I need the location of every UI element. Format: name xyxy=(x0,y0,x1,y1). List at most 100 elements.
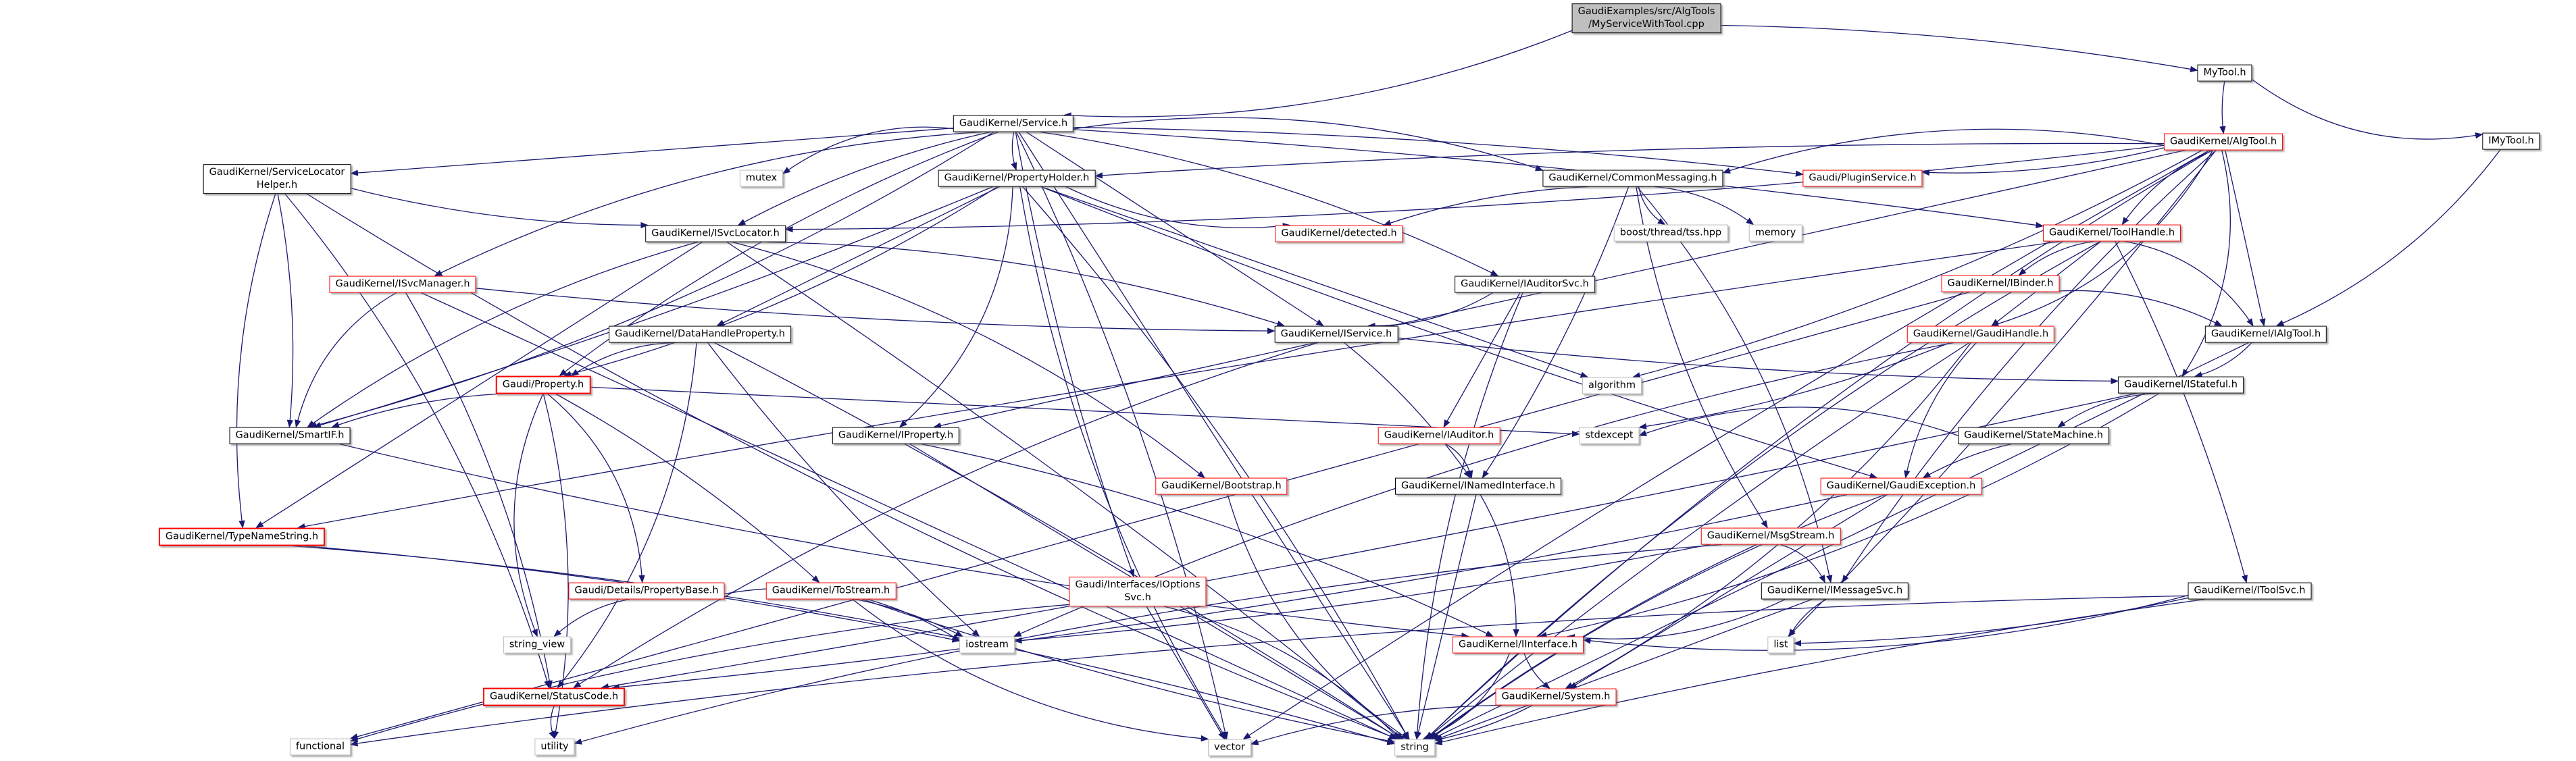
graph-node-ibinder[interactable]: GaudiKernel/IBinder.h xyxy=(1941,275,2060,292)
graph-node-tostream[interactable]: GaudiKernel/ToStream.h xyxy=(765,582,896,600)
include-edge-iauditorsvc-to-string xyxy=(1414,292,1523,740)
include-edge-service_h-to-isvcmanager xyxy=(434,131,982,277)
graph-node-iostream[interactable]: iostream xyxy=(959,636,1015,654)
include-edge-isvcmanager-to-string xyxy=(421,292,1397,740)
graph-node-cpp[interactable]: GaudiExamples/src/AlgTools /MyServiceWit… xyxy=(1571,3,1721,33)
include-edge-gaudi_property-to-string_view xyxy=(513,394,544,637)
include-edge-inamedinterface-to-string xyxy=(1415,494,1477,740)
include-edge-commonmessaging-to-detected xyxy=(1383,186,1588,226)
graph-node-functional[interactable]: functional xyxy=(289,738,351,756)
include-edge-isvclocator-to-typenamestring xyxy=(255,241,703,529)
graph-node-algorithm[interactable]: algorithm xyxy=(1582,377,1642,394)
include-edge-gaudiexception-to-string xyxy=(1430,494,1886,740)
include-edge-tostream-to-iostream xyxy=(855,598,963,637)
include-edge-service_h-to-mutex xyxy=(782,126,975,174)
include-edge-propertyholder-to-string xyxy=(1022,186,1409,740)
include-edge-ibinder-to-ialgtool xyxy=(2044,290,2223,327)
graph-node-isvclocator[interactable]: GaudiKernel/ISvcLocator.h xyxy=(645,225,786,242)
include-edge-toolhandle-to-string xyxy=(1425,240,2101,740)
graph-node-iauditor[interactable]: GaudiKernel/IAuditor.h xyxy=(1378,427,1500,444)
graph-node-istateful[interactable]: GaudiKernel/IStateful.h xyxy=(2118,376,2244,394)
graph-node-memory[interactable]: memory xyxy=(1748,224,1802,242)
graph-node-vector[interactable]: vector xyxy=(1208,739,1251,756)
graph-node-mutex[interactable]: mutex xyxy=(739,169,784,187)
include-edge-iservice-to-inamedinterface xyxy=(1344,342,1471,479)
include-edge-iservice-to-statuscode xyxy=(573,342,1319,689)
graph-node-iinterface[interactable]: GaudiKernel/IInterface.h xyxy=(1453,636,1584,654)
include-edge-istateful-to-statemachine xyxy=(2057,392,2156,428)
include-edge-propertyholder-to-smartif xyxy=(313,186,993,428)
graph-node-imytool[interactable]: IMyTool.h xyxy=(2482,132,2540,150)
include-edge-algtool-to-pluginservice xyxy=(1921,147,2165,176)
include-edge-gaudihandle-to-string xyxy=(1425,342,1970,740)
include-edge-isvcmanager-to-smartif xyxy=(295,292,397,428)
graph-node-bootstrap[interactable]: GaudiKernel/Bootstrap.h xyxy=(1155,477,1288,495)
include-edge-toolhandle-to-ialgtool xyxy=(2124,240,2254,327)
graph-node-service_h[interactable]: GaudiKernel/Service.h xyxy=(953,115,1074,132)
graph-node-stdexcept[interactable]: stdexcept xyxy=(1579,427,1640,444)
graph-node-propertybase[interactable]: Gaudi/Details/PropertyBase.h xyxy=(568,582,725,600)
graph-node-detected[interactable]: GaudiKernel/detected.h xyxy=(1275,225,1403,242)
graph-node-ialgtool[interactable]: GaudiKernel/IAlgTool.h xyxy=(2204,325,2327,343)
include-edge-gaudiexception-to-system xyxy=(1569,494,1888,689)
graph-node-slh[interactable]: GaudiKernel/ServiceLocator Helper.h xyxy=(203,164,351,194)
include-edge-service_h-to-string xyxy=(1018,132,1410,740)
graph-node-propertyholder[interactable]: GaudiKernel/PropertyHolder.h xyxy=(938,169,1096,187)
graph-node-ioptionssvc[interactable]: Gaudi/Interfaces/IOptions Svc.h xyxy=(1069,577,1207,606)
graph-node-commonmessaging[interactable]: GaudiKernel/CommonMessaging.h xyxy=(1542,169,1723,187)
graph-node-gaudihandle[interactable]: GaudiKernel/GaudiHandle.h xyxy=(1906,325,2055,343)
graph-node-system[interactable]: GaudiKernel/System.h xyxy=(1495,688,1617,706)
include-edge-gaudi_property-to-stdexcept xyxy=(590,386,1580,438)
graph-node-inamedinterface[interactable]: GaudiKernel/INamedInterface.h xyxy=(1395,477,1561,495)
include-edge-isvclocator-to-string xyxy=(726,241,1404,740)
include-edge-system-to-string xyxy=(1434,704,1533,742)
include-edge-toolhandle-to-ibinder xyxy=(2018,240,2094,276)
include-edge-isvcmanager-to-iservice xyxy=(476,288,1276,334)
include-edge-imytool-to-ialgtool xyxy=(2275,149,2501,327)
include-edge-bootstrap-to-string xyxy=(1227,494,1409,740)
graph-node-string[interactable]: string xyxy=(1394,739,1435,756)
include-edge-slh-to-typenamestring xyxy=(236,193,276,529)
include-edge-algtool-to-toolhandle xyxy=(2121,149,2213,226)
graph-node-gaudiexception[interactable]: GaudiKernel/GaudiException.h xyxy=(1820,477,1982,495)
include-edge-service_h-to-isvclocator xyxy=(737,131,991,226)
include-edge-dhproperty-to-string xyxy=(714,342,1401,740)
graph-node-utility[interactable]: utility xyxy=(534,738,575,756)
include-edge-statemachine-to-stdexcept xyxy=(1638,406,1959,436)
include-edge-isvclocator-to-bootstrap xyxy=(732,241,1205,479)
graph-node-list[interactable]: list xyxy=(1767,636,1794,654)
graph-node-typenamestring[interactable]: GaudiKernel/TypeNameString.h xyxy=(158,527,326,546)
include-edge-iauditorsvc-to-iservice xyxy=(1367,292,1494,330)
graph-node-iproperty[interactable]: GaudiKernel/IProperty.h xyxy=(832,427,960,444)
include-edge-propertyholder-to-vector xyxy=(1019,186,1227,740)
graph-node-statuscode[interactable]: GaudiKernel/StatusCode.h xyxy=(482,687,626,706)
graph-node-isvcmanager[interactable]: GaudiKernel/ISvcManager.h xyxy=(329,275,476,293)
graph-node-gaudi_property[interactable]: Gaudi/Property.h xyxy=(495,375,591,394)
include-edge-algtool-to-gaudihandle xyxy=(1990,150,2213,327)
include-edge-imessagesvc-to-list xyxy=(1788,598,1827,637)
graph-node-mytool[interactable]: MyTool.h xyxy=(2197,64,2252,82)
graph-node-string_view[interactable]: string_view xyxy=(503,636,572,654)
include-edge-itoolsvc-to-string xyxy=(1434,598,2205,745)
graph-node-iservice[interactable]: GaudiKernel/IService.h xyxy=(1274,325,1398,343)
graph-node-pluginservice[interactable]: Gaudi/PluginService.h xyxy=(1802,169,1923,187)
include-edge-isvcmanager-to-statuscode xyxy=(405,292,553,689)
include-edge-ialgtool-to-istateful xyxy=(2194,342,2252,378)
graph-node-iauditorsvc[interactable]: GaudiKernel/IAuditorSvc.h xyxy=(1455,275,1595,293)
include-edge-service_h-to-commonmessaging xyxy=(1073,117,1544,172)
graph-node-msgstream[interactable]: GaudiKernel/MsgStream.h xyxy=(1700,527,1841,545)
include-edge-gaudihandle-to-gaudiexception xyxy=(1904,342,1977,479)
graph-node-imessagesvc[interactable]: GaudiKernel/IMessageSvc.h xyxy=(1761,582,1909,600)
include-edge-gaudi_property-to-smartif xyxy=(331,393,498,428)
graph-node-algtool[interactable]: GaudiKernel/AlgTool.h xyxy=(2163,133,2283,151)
graph-node-toolhandle[interactable]: GaudiKernel/ToolHandle.h xyxy=(2042,224,2181,242)
graph-node-boost_tss[interactable]: boost/thread/tss.hpp xyxy=(1613,224,1728,242)
include-edge-service_h-to-iservice xyxy=(1026,131,1324,327)
graph-node-smartif[interactable]: GaudiKernel/SmartIF.h xyxy=(229,427,351,444)
graph-node-statemachine[interactable]: GaudiKernel/StateMachine.h xyxy=(1958,427,2109,444)
include-edge-propertyholder-to-gaudi_property xyxy=(563,186,998,377)
graph-node-itoolsvc[interactable]: GaudiKernel/IToolSvc.h xyxy=(2188,582,2312,600)
include-edge-smartif-to-iinterface xyxy=(339,443,1469,639)
graph-node-dhproperty[interactable]: GaudiKernel/DataHandleProperty.h xyxy=(609,325,791,343)
